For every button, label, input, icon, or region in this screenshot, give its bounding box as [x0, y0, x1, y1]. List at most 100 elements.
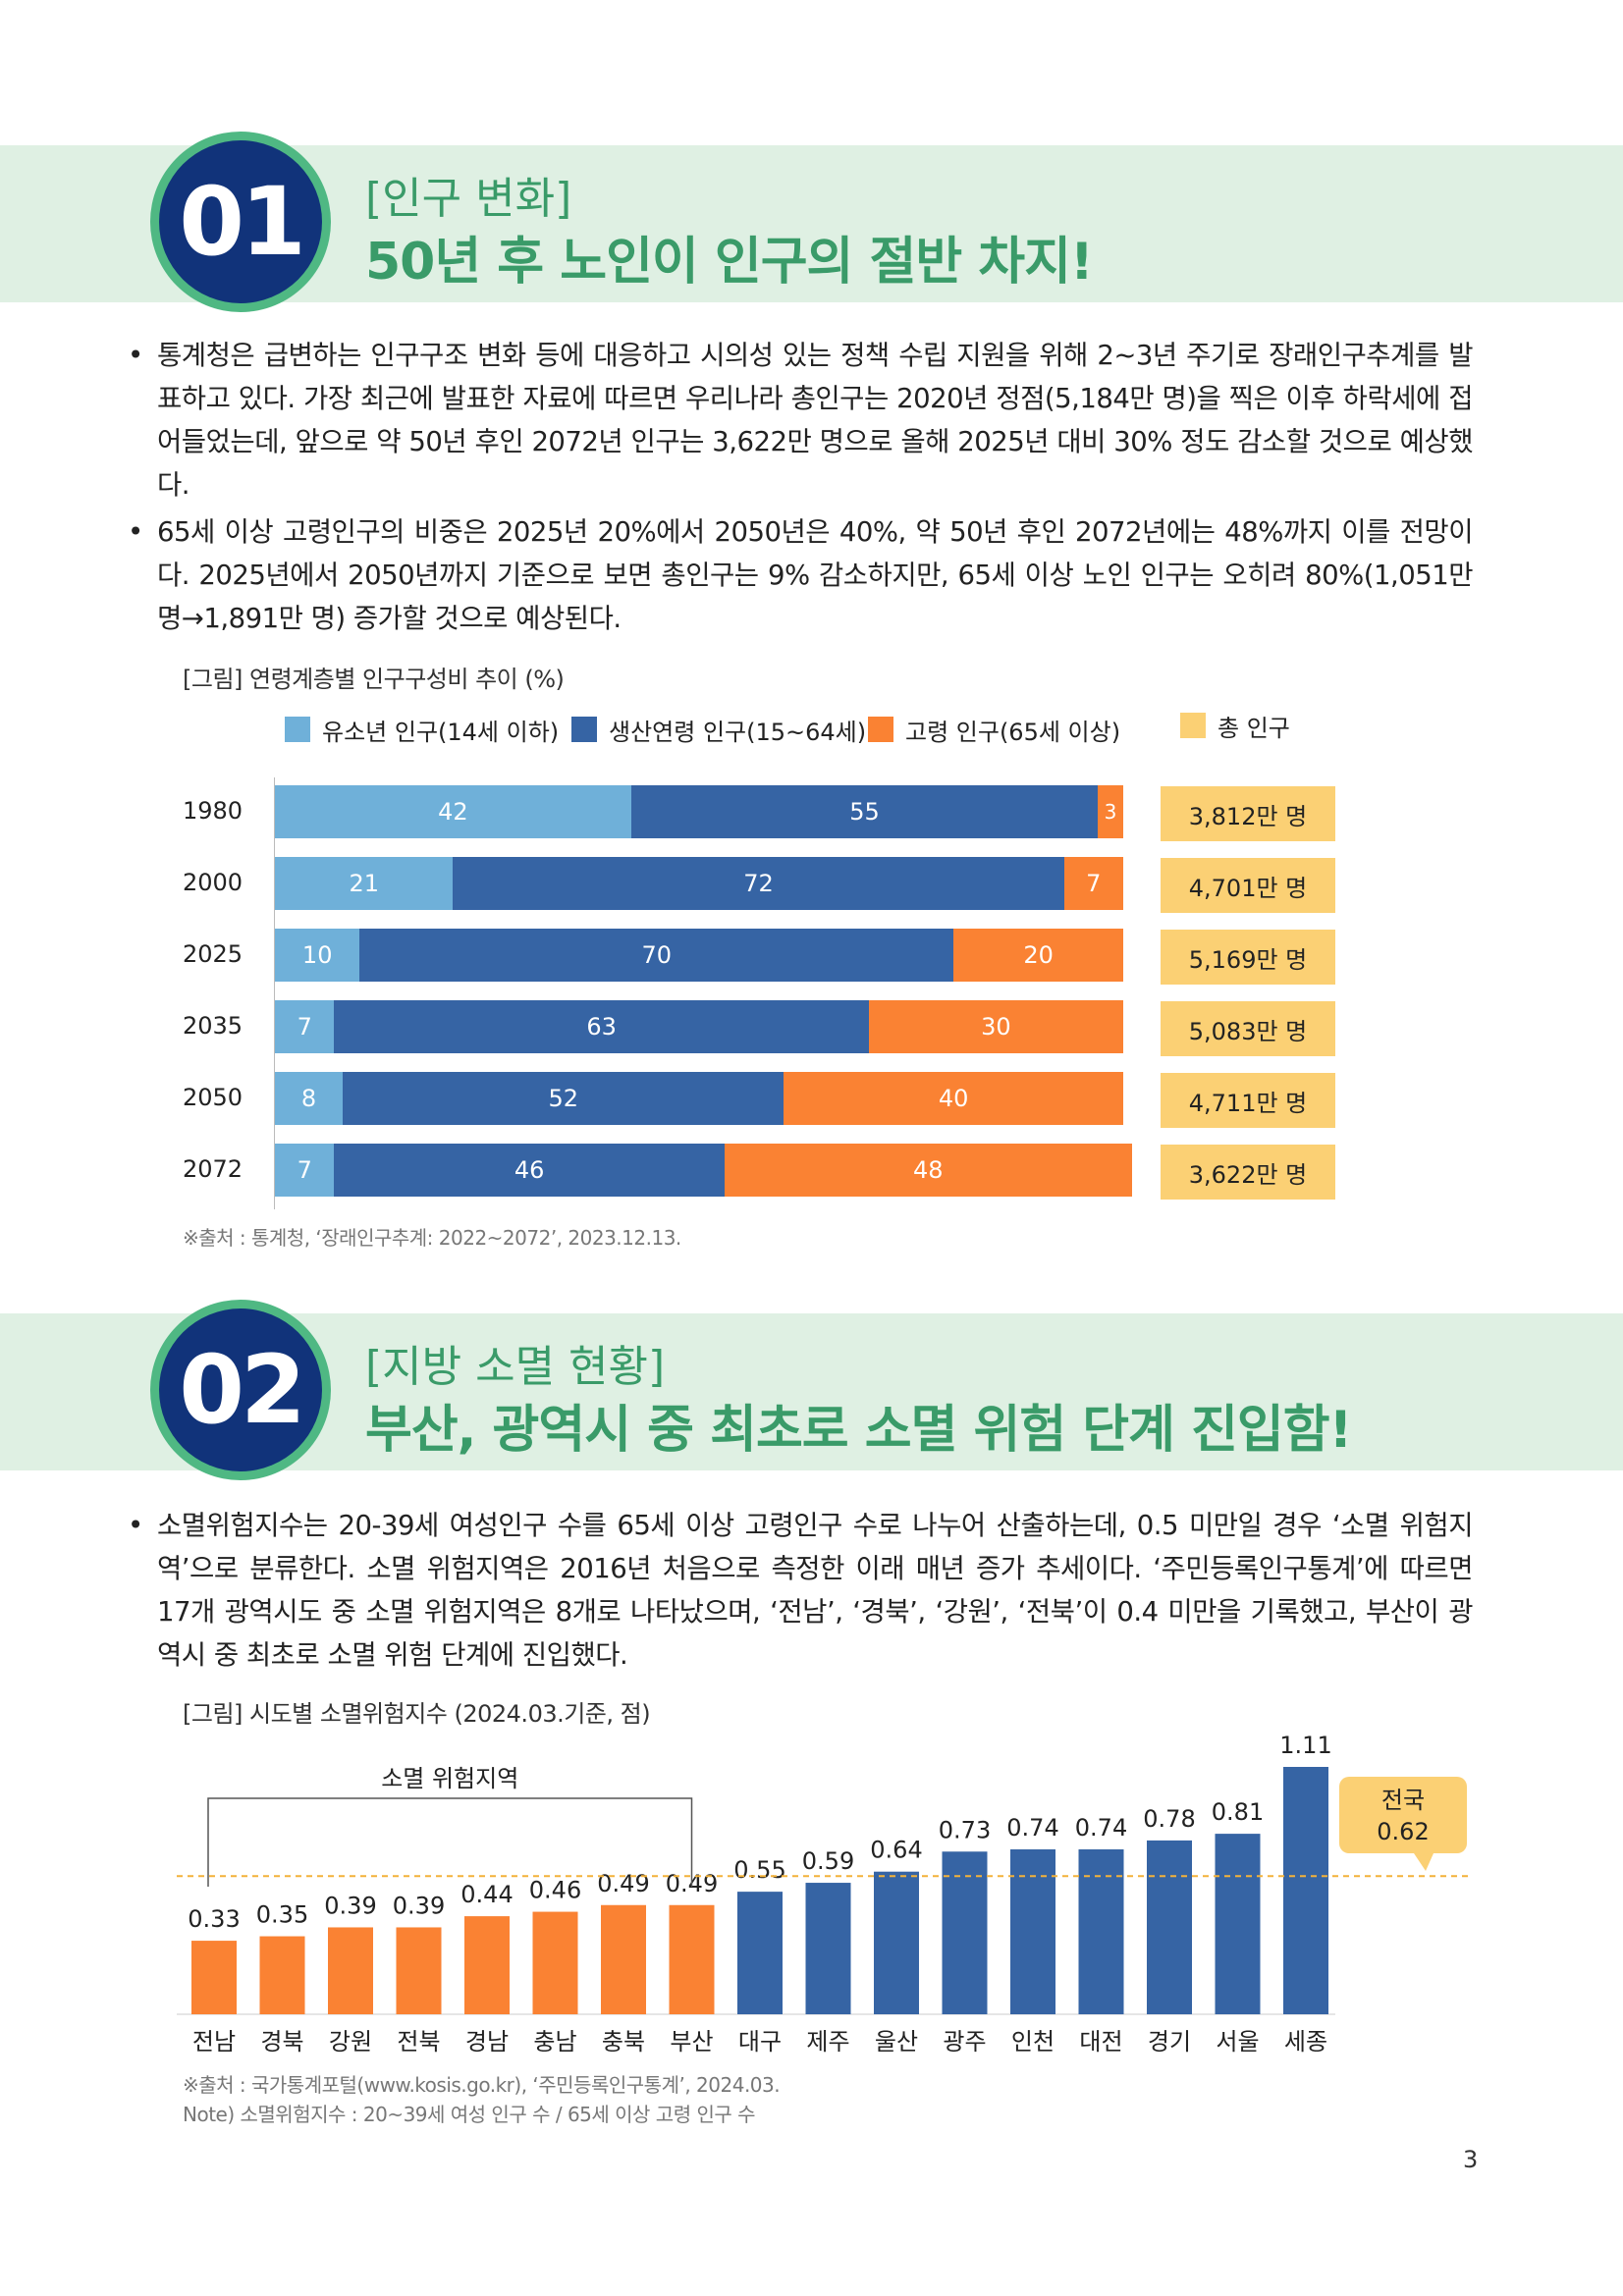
figure1-bar-segment-working: 70	[359, 929, 954, 982]
figure1-total-box: 5,083만 명	[1161, 1001, 1335, 1056]
section1-paragraph-2: • 65세 이상 고령인구의 비중은 2025년 20%에서 2050년은 40…	[128, 510, 1474, 640]
figure1-caption: [그림] 연령계층별 인구구성비 추이 (%)	[183, 666, 565, 693]
figure1-bar-segment-working: 55	[630, 785, 1099, 838]
figure2-bar	[1147, 1840, 1192, 2014]
figure1-year-label: 2000	[183, 869, 243, 896]
figure1-total-box: 4,701만 명	[1161, 858, 1335, 913]
figure2-category-label: 경기	[1148, 2028, 1191, 2056]
figure2-value-label: 0.55	[733, 1856, 785, 1884]
figure2-category-label: 대구	[738, 2028, 782, 2056]
figure1-bar-segment-youth: 10	[275, 929, 360, 982]
figure2-category-label: 경북	[260, 2028, 303, 2056]
figure2-bar	[942, 1851, 988, 2014]
figure2-value-label: 0.59	[802, 1847, 854, 1875]
legend-label-total: 총 인구	[1217, 714, 1290, 742]
figure2-risk-bracket-label: 소멸 위험지역	[381, 1765, 518, 1792]
figure2-value-label: 0.33	[188, 1905, 240, 1933]
figure2-bar	[874, 1871, 919, 2014]
figure2-value-label: 0.39	[324, 1892, 376, 1919]
figure2-bar	[1215, 1834, 1261, 2014]
figure1-bar-segment-working: 46	[334, 1144, 725, 1197]
figure2-national-callout	[1339, 1777, 1467, 1853]
figure2-value-label: 0.46	[529, 1877, 581, 1904]
section1-number: 01	[159, 140, 322, 303]
figure1-bar-segment-working: 72	[453, 857, 1064, 910]
figure2-risk-index-chart: 0.33 전남 0.35 경북 0.39 강원 0.39 전북 0.44 경남 0.46 충남 0.49…	[177, 1732, 1468, 2056]
figure2-bar	[259, 1936, 305, 2014]
figure2-category-label: 충북	[602, 2028, 645, 2056]
figure1-legend-working: 생산연령 인구(15~64세)	[571, 713, 866, 746]
legend-swatch-elderly	[868, 717, 893, 742]
section1-bullet-text-2: 65세 이상 고령인구의 비중은 2025년 20%에서 2050년은 40%,…	[157, 516, 1474, 634]
figure1-bar-segment-working: 63	[334, 1000, 869, 1053]
figure2-category-label: 서울	[1216, 2028, 1259, 2056]
figure2-bar	[601, 1904, 646, 2014]
legend-label-working: 생산연령 인구(15~64세)	[609, 718, 867, 746]
figure2-category-label: 전북	[397, 2028, 440, 2056]
figure2-value-label: 0.74	[1075, 1814, 1127, 1842]
figure1-year-label: 2050	[183, 1084, 243, 1111]
figure2-category-label: 충남	[533, 2028, 576, 2056]
figure2-value-label: 1.11	[1279, 1732, 1331, 1759]
figure2-category-label: 세종	[1284, 2028, 1327, 2056]
figure2-bar	[464, 1916, 510, 2014]
section1-tag: [인구 변화]	[365, 174, 572, 224]
figure2-category-label: 광주	[943, 2028, 986, 2056]
figure2-value-label: 0.74	[1006, 1814, 1058, 1842]
figure1-total-box: 5,169만 명	[1161, 930, 1335, 985]
figure1-total-box: 4,711만 명	[1161, 1073, 1335, 1128]
figure1-bar-segment-elderly: 7	[1063, 857, 1123, 910]
figure1-year-label: 2035	[183, 1012, 243, 1040]
figure2-category-label: 강원	[329, 2028, 372, 2056]
figure2-source: ※출처 : 국가통계포털(www.kosis.go.kr), ‘주민등록인구통계…	[183, 2073, 781, 2097]
figure1-bar-segment-elderly: 20	[953, 929, 1123, 982]
bullet-dot: •	[128, 1510, 143, 1541]
figure2-value-label: 0.73	[939, 1816, 991, 1843]
figure1-bar-segment-elderly: 40	[784, 1072, 1123, 1125]
figure1-bar-segment-elderly: 3	[1098, 785, 1123, 838]
legend-label-elderly: 고령 인구(65세 이상)	[905, 718, 1121, 746]
figure1-bar-segment-working: 52	[343, 1072, 784, 1125]
figure1-bar-segment-elderly: 30	[868, 1000, 1123, 1053]
figure2-category-label: 전남	[192, 2028, 236, 2056]
figure1-bar-segment-youth: 21	[275, 857, 454, 910]
section2-bullet-text-1: 소멸위험지수는 20-39세 여성인구 수를 65세 이상 고령인구 수로 나누…	[157, 1510, 1474, 1671]
section1-bullet-text-1: 통계청은 급변하는 인구구조 변화 등에 대응하고 시의성 있는 정책 수립 지…	[157, 340, 1474, 501]
section2-number-badge: 02	[150, 1300, 331, 1480]
figure2-bar	[328, 1927, 373, 2014]
figure1-total-box: 3,622만 명	[1161, 1145, 1335, 1200]
figure2-bar	[1283, 1767, 1328, 2014]
figure1-year-label: 2072	[183, 1155, 243, 1183]
figure2-category-label: 경남	[465, 2028, 509, 2056]
figure2-category-label: 제주	[806, 2028, 849, 2056]
figure2-bar	[737, 1892, 783, 2014]
figure2-value-label: 0.35	[256, 1901, 308, 1929]
figure2-category-label: 인천	[1011, 2028, 1055, 2056]
figure1-y-axis-line	[274, 777, 275, 1209]
figure2-category-label: 대전	[1079, 2028, 1122, 2056]
figure1-legend-youth: 유소년 인구(14세 이하)	[285, 713, 559, 746]
figure2-bar	[669, 1904, 715, 2014]
figure1-bar-segment-youth: 7	[275, 1000, 335, 1053]
figure1-source: ※출처 : 통계청, ‘장래인구추계: 2022~2072’, 2023.12.…	[183, 1226, 681, 1250]
figure2-value-label: 0.49	[597, 1870, 649, 1897]
figure2-national-value: 0.62	[1377, 1818, 1429, 1845]
figure1-year-label: 2025	[183, 940, 243, 968]
section1-number-badge: 01	[150, 132, 331, 312]
figure1-bar-segment-youth: 7	[275, 1144, 335, 1197]
legend-swatch-total	[1180, 713, 1206, 738]
figure2-value-label: 0.78	[1143, 1805, 1195, 1833]
figure2-value-label: 0.81	[1212, 1798, 1264, 1826]
section2-title: 부산, 광역시 중 최초로 소멸 위험 단계 진입함!	[365, 1401, 1352, 1460]
figure1-legend-total: 총 인구	[1180, 709, 1290, 742]
page-number: 3	[1463, 2146, 1479, 2173]
figure2-national-label: 전국	[1381, 1787, 1425, 1814]
figure2-risk-bracket	[207, 1797, 693, 1812]
legend-label-youth: 유소년 인구(14세 이하)	[322, 718, 560, 746]
figure2-bar	[191, 1941, 237, 2014]
figure2-value-label: 0.44	[460, 1881, 513, 1908]
figure1-total-box: 3,812만 명	[1161, 786, 1335, 841]
legend-swatch-working	[571, 717, 597, 742]
figure2-bar	[1010, 1849, 1055, 2014]
figure1-legend-elderly: 고령 인구(65세 이상)	[868, 713, 1120, 746]
